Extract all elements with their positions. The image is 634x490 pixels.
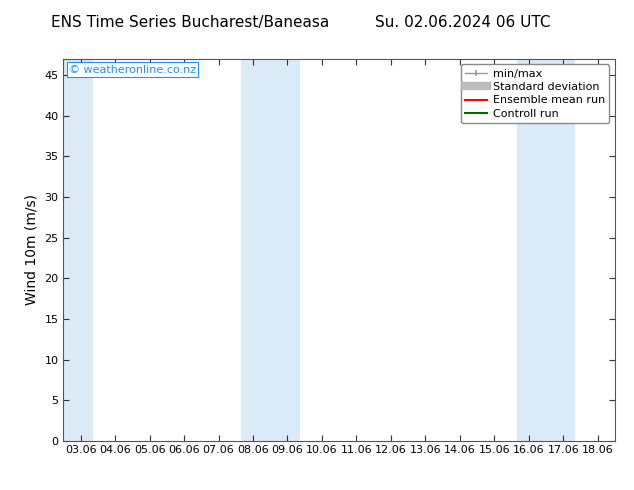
Bar: [517, 59, 575, 441]
Bar: [241, 59, 299, 441]
Text: Su. 02.06.2024 06 UTC: Su. 02.06.2024 06 UTC: [375, 15, 550, 29]
Y-axis label: Wind 10m (m/s): Wind 10m (m/s): [25, 195, 39, 305]
Legend: min/max, Standard deviation, Ensemble mean run, Controll run: min/max, Standard deviation, Ensemble me…: [460, 64, 609, 123]
Text: ENS Time Series Bucharest/Baneasa: ENS Time Series Bucharest/Baneasa: [51, 15, 329, 29]
Text: © weatheronline.co.nz: © weatheronline.co.nz: [69, 65, 196, 74]
Bar: [63, 59, 93, 441]
